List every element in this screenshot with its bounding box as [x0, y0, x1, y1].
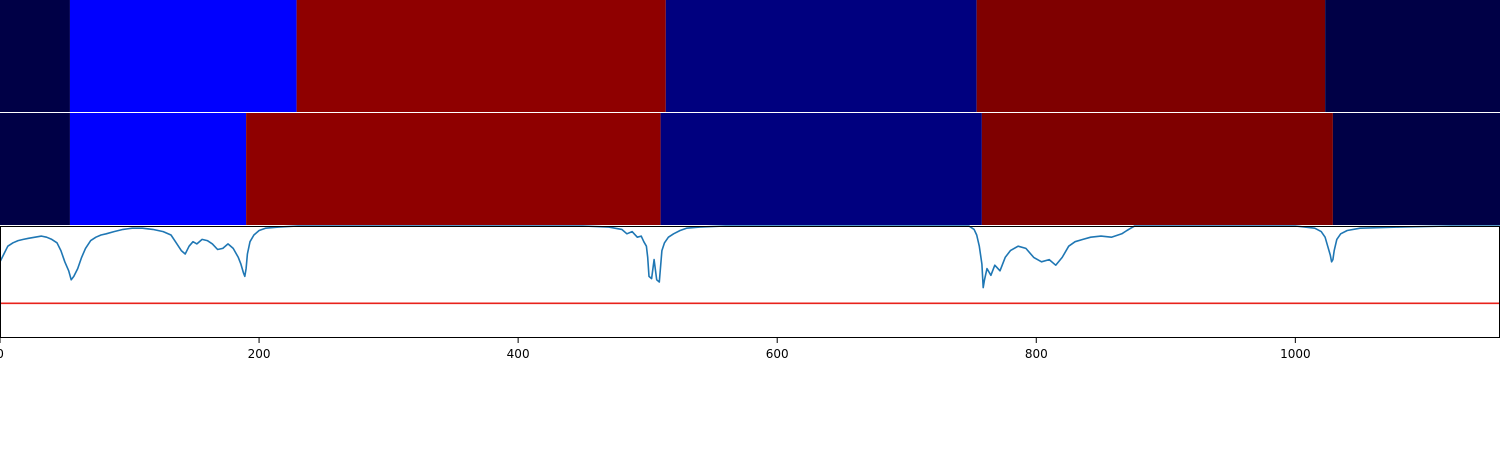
- plot-area: [0, 226, 1500, 338]
- x-tick-label-0: 0: [0, 347, 4, 361]
- panel-1: [0, 0, 1500, 112]
- segment-bar-2-segment-1: [0, 113, 70, 225]
- x-tick-label-200: 200: [248, 347, 271, 361]
- segment-bar-2-segment-6: [1332, 113, 1500, 225]
- segment-bar-1-segment-2: [69, 0, 297, 112]
- x-tick-label-400: 400: [507, 347, 530, 361]
- x-tick-label-800: 800: [1025, 347, 1048, 361]
- x-axis: 0 200 400 600 800 1000: [0, 338, 1311, 361]
- chart-panels: [0, 0, 1500, 338]
- segment-bar-2-segment-3: [246, 113, 661, 225]
- segment-bar-1-segment-1: [0, 0, 70, 112]
- x-tick-label-600: 600: [766, 347, 789, 361]
- segment-bar-2-segment-4: [660, 113, 982, 225]
- segment-bar-1-segment-3: [296, 0, 666, 112]
- series-line-1: [0, 225, 1500, 289]
- segment-bar-1-segment-5: [976, 0, 1326, 112]
- panel-3: [0, 225, 1500, 338]
- segment-bar-2-segment-5: [981, 113, 1333, 225]
- panel-2: [0, 113, 1500, 225]
- segment-bar-1-segment-4: [665, 0, 977, 112]
- x-tick-label-1000: 1000: [1280, 347, 1311, 361]
- segment-bar-1-segment-6: [1325, 0, 1500, 112]
- segment-bar-2-segment-2: [69, 113, 247, 225]
